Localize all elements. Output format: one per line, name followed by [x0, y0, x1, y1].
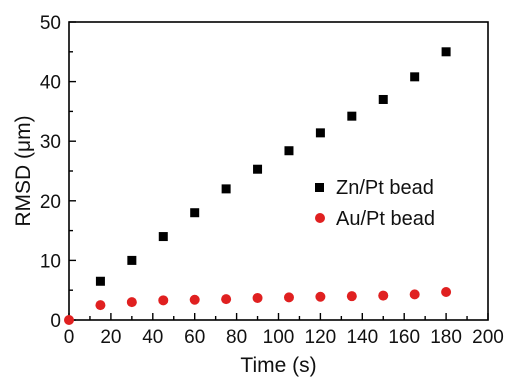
au-pt-point [409, 289, 420, 300]
zn-pt-point [410, 72, 420, 82]
x-tick-label: 40 [142, 327, 163, 348]
au-pt-point [95, 300, 106, 311]
zn-pt-point [441, 47, 451, 57]
au-pt-point [64, 315, 74, 325]
legend: Zn/Pt bead Au/Pt bead [315, 177, 435, 230]
y-tick-label: 50 [40, 13, 61, 34]
au-pt-point [315, 291, 326, 302]
x-tick-label: 200 [472, 327, 504, 348]
legend-label-au-pt: Au/Pt bead [336, 208, 435, 230]
data-points [64, 47, 452, 325]
au-pt-point [346, 291, 357, 302]
x-tick-label: 120 [305, 327, 337, 348]
zn-pt-point [95, 276, 105, 286]
au-pt-point [441, 286, 452, 297]
zn-pt-point [347, 111, 357, 121]
y-tick-label: 40 [40, 73, 61, 94]
y-tick-label: 0 [50, 311, 61, 332]
y-tick-label: 10 [40, 251, 61, 272]
zn-pt-point [315, 128, 325, 138]
y-axis-title: RMSD (μm) [12, 115, 35, 226]
axes [68, 21, 489, 321]
zn-pt-point [253, 164, 263, 174]
zn-pt-point [284, 146, 294, 156]
x-tick-label: 100 [263, 327, 295, 348]
legend-marker-au-pt [315, 213, 325, 223]
zn-pt-point [221, 184, 231, 194]
legend-marker-zn-pt [315, 183, 324, 192]
y-tick-labels: 0 10 20 30 40 50 [40, 13, 61, 332]
au-pt-point [189, 294, 200, 305]
au-pt-point [126, 297, 137, 308]
zn-pt-point [378, 94, 388, 104]
x-tick-label: 140 [346, 327, 378, 348]
x-axis-title: Time (s) [240, 354, 316, 377]
x-tick-label: 160 [388, 327, 420, 348]
zn-pt-point [158, 232, 168, 242]
x-tick-label: 0 [64, 327, 75, 348]
zn-pt-point [127, 255, 137, 265]
plot-frame [68, 21, 489, 321]
x-tick-label: 180 [430, 327, 462, 348]
au-pt-point [221, 294, 232, 305]
y-tick-label: 30 [40, 132, 61, 153]
x-tick-label: 20 [100, 327, 121, 348]
ticks [68, 21, 489, 321]
au-pt-point [378, 290, 389, 301]
x-tick-label: 80 [226, 327, 247, 348]
x-tick-labels: 0 20 40 60 80 100 120 140 160 180 200 [64, 327, 504, 348]
zn-pt-point [190, 208, 200, 218]
y-tick-label: 20 [40, 192, 61, 213]
au-pt-point [283, 292, 294, 303]
legend-label-zn-pt: Zn/Pt bead [336, 177, 434, 199]
x-tick-label: 60 [184, 327, 205, 348]
au-pt-point [158, 295, 169, 306]
au-pt-point [252, 292, 263, 303]
